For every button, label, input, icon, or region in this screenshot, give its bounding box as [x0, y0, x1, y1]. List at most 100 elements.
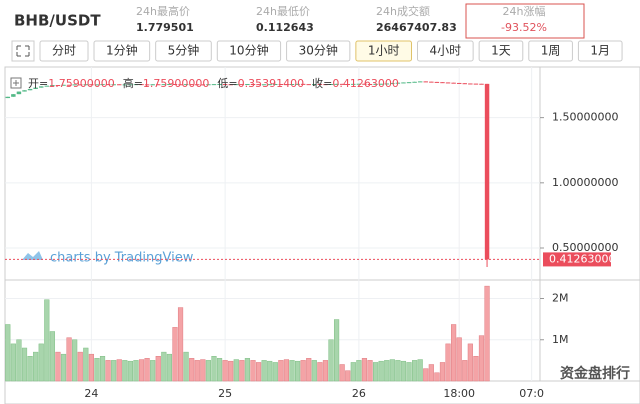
volume-bar: [484, 285, 490, 382]
candle-body: [234, 84, 239, 86]
candle-body: [334, 83, 339, 85]
candle-body: [161, 84, 167, 86]
volume-bar: [99, 356, 106, 382]
candle-body: [72, 84, 77, 86]
candle-body: [66, 84, 72, 86]
volume-bar: [105, 360, 111, 382]
timeframe-button[interactable]: [93, 40, 151, 62]
legend-toggle-icon: [13, 80, 19, 86]
candle-body: [323, 84, 328, 86]
timeframe-label: 分时: [52, 44, 76, 58]
volume-bar: [289, 360, 295, 382]
x-tick-label: 07:0: [519, 387, 544, 400]
volume-bar: [161, 351, 167, 382]
timeframe-button[interactable]: [577, 40, 623, 62]
volume-bar: [283, 359, 290, 382]
legend-key: 收=: [312, 76, 332, 90]
candle-body: [78, 84, 83, 86]
candle-body: [83, 84, 89, 86]
candle-body: [167, 83, 172, 85]
candle-body: [206, 84, 211, 86]
volume-bar: [222, 360, 228, 382]
volume-bar: [417, 359, 423, 382]
candle-body: [111, 84, 116, 86]
volume-bar: [111, 360, 117, 382]
last-price-box: [543, 252, 611, 267]
volume-bar: [72, 339, 78, 382]
candle-body: [44, 85, 50, 87]
candle-body: [144, 84, 150, 86]
candle-body: [133, 84, 139, 86]
volume-bar: [211, 356, 217, 382]
timeframe-button[interactable]: [528, 40, 573, 62]
x-tick-label: 18:00: [443, 387, 475, 400]
timeframe-button[interactable]: [478, 40, 524, 62]
stat-label: 24h涨幅: [503, 5, 546, 18]
volume-bar: [233, 359, 239, 382]
timeframe-label: 10分钟: [229, 43, 268, 58]
volume-bar: [294, 360, 301, 382]
volume-bar: [5, 324, 11, 382]
candle-body: [222, 83, 228, 85]
candle-body: [105, 84, 111, 86]
volume-bar: [267, 360, 273, 382]
candle-body: [367, 83, 373, 85]
volume-bar: [239, 360, 245, 382]
volume-bar: [205, 360, 212, 382]
timeframe-label: 1天: [491, 44, 511, 58]
candle-body: [117, 84, 122, 86]
volume-bar: [311, 360, 317, 382]
candle-body: [284, 84, 289, 86]
candle-body: [61, 84, 66, 86]
timeframe-button[interactable]: [155, 40, 212, 62]
volume-bar: [428, 364, 434, 382]
candle-body: [440, 82, 445, 84]
candle-body: [345, 83, 350, 85]
volume-bar: [467, 343, 473, 382]
volume-bar: [94, 358, 100, 382]
volume-bar: [451, 324, 457, 382]
candle-body: [38, 86, 44, 88]
y-tick-label: 0.50000000: [552, 241, 618, 254]
candle-body: [462, 83, 467, 85]
candle-body: [468, 83, 473, 85]
volume-bar: [300, 360, 306, 382]
legend-key: 开=: [28, 77, 48, 90]
volume-bar: [10, 343, 16, 382]
stat-value: 0.112643: [256, 21, 314, 34]
timeframe-button[interactable]: [39, 40, 89, 62]
volume-bar: [389, 359, 395, 382]
legend-value: 0.41263000: [332, 77, 398, 90]
volume-bar: [166, 353, 172, 382]
candle-body: [434, 81, 440, 83]
volume-bar: [439, 362, 446, 382]
volume-bar: [83, 347, 89, 382]
candle-body: [328, 83, 334, 85]
candle-body: [55, 85, 61, 87]
candle-body: [356, 83, 362, 85]
x-tick-label: 26: [352, 387, 366, 400]
volume-bar: [333, 319, 340, 382]
candle-body: [200, 84, 206, 86]
candle-body: [33, 87, 38, 89]
stat-label: 24h成交额: [376, 4, 430, 18]
timeframe-button[interactable]: [355, 40, 412, 62]
volume-bar: [278, 360, 284, 382]
volume-bar: [33, 351, 39, 382]
candle-body: [445, 82, 451, 84]
timeframe-button[interactable]: [216, 40, 282, 62]
volume-bar: [384, 360, 390, 382]
candle-body: [289, 83, 295, 85]
timeframe-button[interactable]: [417, 40, 474, 62]
candle-body: [267, 84, 272, 86]
candle-body: [423, 81, 428, 83]
timeframe-label: 1周: [541, 44, 561, 58]
candle-body: [261, 84, 267, 86]
legend-value: 0.35391400: [238, 77, 304, 90]
candle-body: [484, 83, 490, 260]
timeframe-button[interactable]: [286, 40, 351, 62]
expand-button[interactable]: [11, 40, 35, 62]
volume-bar: [216, 358, 223, 382]
volume-bar: [77, 351, 83, 382]
candle-body: [473, 83, 479, 85]
